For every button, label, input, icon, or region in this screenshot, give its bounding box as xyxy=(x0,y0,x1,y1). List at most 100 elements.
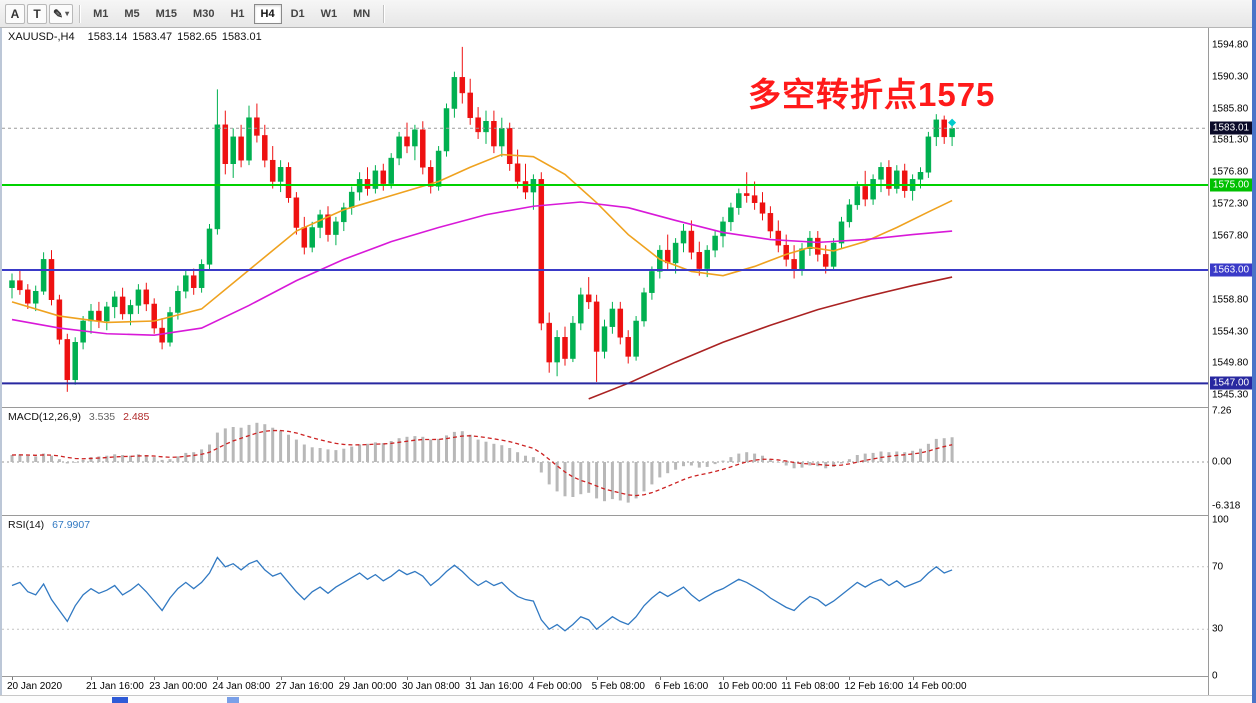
time-axis-label: 27 Jan 16:00 xyxy=(275,681,334,692)
ohlc-open: 1583.14 xyxy=(87,31,128,43)
rsi-line xyxy=(11,556,953,632)
price-badge-current-price: 1583.01 xyxy=(1210,121,1252,135)
macd-canvas[interactable] xyxy=(2,408,1208,515)
time-axis-tick xyxy=(470,677,472,680)
draw-tool[interactable]: ✎ ▾ xyxy=(49,3,74,24)
symbol-name: XAUUSD-,H4 xyxy=(8,31,75,43)
window-right-edge xyxy=(1252,0,1256,703)
price-scale-label: 1549.80 xyxy=(1212,357,1249,369)
price-badge-line-price: 1547.00 xyxy=(1210,376,1252,390)
time-axis-label: 10 Feb 00:00 xyxy=(718,681,777,692)
macd-label: MACD(12,26,9) xyxy=(8,411,81,423)
macd-value-signal: 2.485 xyxy=(123,411,150,423)
rsi-canvas[interactable] xyxy=(2,516,1208,676)
window-left-edge xyxy=(0,28,2,695)
timeframe-M30[interactable]: M30 xyxy=(186,4,221,24)
time-axis-label: 20 Jan 2020 xyxy=(7,681,63,692)
rsi-scale-label: 30 xyxy=(1212,623,1224,635)
symbol-header: XAUUSD-,H4 1583.14 1583.47 1582.65 1583.01 xyxy=(8,31,262,43)
time-axis-tick xyxy=(280,677,282,680)
timeframe-H4[interactable]: H4 xyxy=(253,3,282,24)
time-axis-label: 29 Jan 00:00 xyxy=(338,681,397,692)
price-badge-line-price: 1575.00 xyxy=(1210,178,1252,192)
price-scale-label: 1572.30 xyxy=(1212,198,1249,210)
timeframe-M15[interactable]: M15 xyxy=(149,4,184,24)
text-tool[interactable]: A xyxy=(5,3,25,24)
rsi-header: RSI(14) 67.9907 xyxy=(8,519,90,531)
macd-scale-label: -6.318 xyxy=(1212,500,1241,512)
timeframe-W1[interactable]: W1 xyxy=(314,4,345,24)
bottom-strip xyxy=(0,695,1256,703)
time-axis-label: 6 Feb 16:00 xyxy=(654,681,709,692)
drawing-tools-group: A T ✎ ▾ xyxy=(4,3,74,24)
macd-scale-label: 7.26 xyxy=(1212,405,1232,417)
panel-separator[interactable] xyxy=(2,407,1254,408)
taskbar-fragment xyxy=(227,697,239,703)
price-chart-canvas[interactable] xyxy=(2,28,1208,407)
time-axis-tick xyxy=(786,677,788,680)
taskbar-fragment xyxy=(112,697,128,703)
time-axis-tick xyxy=(596,677,598,680)
time-axis-label: 5 Feb 08:00 xyxy=(591,681,645,692)
chevron-down-icon: ▾ xyxy=(65,8,70,18)
panel-separator[interactable] xyxy=(2,515,1254,516)
price-scale-label: 1585.80 xyxy=(1212,103,1249,114)
price-scale-label: 1590.30 xyxy=(1212,71,1249,83)
ohlc-close: 1583.01 xyxy=(221,31,262,43)
cursor-tool[interactable]: T xyxy=(27,3,47,24)
ma-darkred[interactable] xyxy=(588,276,953,400)
time-axis-label: 21 Jan 16:00 xyxy=(86,681,144,692)
price-scale-label: 1545.30 xyxy=(1212,389,1249,401)
time-axis-tick xyxy=(659,677,661,680)
time-axis-label: 11 Feb 08:00 xyxy=(781,681,840,692)
price-scale-label: 1567.80 xyxy=(1212,230,1249,242)
timeframe-MN[interactable]: MN xyxy=(346,4,377,24)
macd-scale-label: 0.00 xyxy=(1212,456,1232,468)
time-axis-tick xyxy=(217,677,219,680)
panel-separator xyxy=(2,676,1254,677)
time-axis-label: 14 Feb 00:00 xyxy=(907,681,967,692)
ma-magenta[interactable] xyxy=(11,201,953,336)
toolbar-separator xyxy=(79,4,81,23)
time-axis-label: 24 Jan 08:00 xyxy=(212,681,271,692)
timeframe-D1[interactable]: D1 xyxy=(284,4,312,24)
macd-signal-line xyxy=(11,429,953,497)
rsi-label: RSI(14) xyxy=(8,519,45,531)
time-axis-label: 12 Feb 16:00 xyxy=(844,681,904,692)
timeframe-M1[interactable]: M1 xyxy=(86,4,115,24)
rsi-scale-label: 100 xyxy=(1212,514,1229,526)
price-chart-panel[interactable]: XAUUSD-,H4 1583.14 1583.47 1582.65 1583.01 多… xyxy=(2,28,1208,407)
price-scale-label: 1581.30 xyxy=(1212,134,1249,146)
macd-panel[interactable]: MACD(12,26,9) 3.535 2.485 xyxy=(2,408,1208,515)
timeframes-group: M1 M5 M15 M30 H1 H4 D1 W1 MN xyxy=(85,3,378,24)
ma-orange[interactable] xyxy=(11,153,953,324)
time-axis-tick xyxy=(91,677,92,680)
time-axis-tick xyxy=(533,677,535,680)
time-axis[interactable]: 20 Jan 2020 21 Jan 16:00 23 Jan 00:00 24 Ja… xyxy=(2,677,1208,695)
timeframe-M5[interactable]: M5 xyxy=(117,4,146,24)
rsi-value: 67.9907 xyxy=(52,519,91,531)
price-scale[interactable]: 1594.80 1590.30 1585.80 1581.30 1576.80 1572.… xyxy=(1208,28,1252,695)
ohlc-high: 1583.47 xyxy=(132,31,173,43)
time-axis-tick xyxy=(407,677,408,680)
macd-histogram xyxy=(10,422,954,503)
ohlc-low: 1582.65 xyxy=(177,31,217,43)
time-axis-tick xyxy=(343,677,345,680)
toolbar-separator xyxy=(383,4,385,23)
time-axis-tick xyxy=(154,677,156,680)
timeframe-H1[interactable]: H1 xyxy=(223,4,251,24)
rsi-scale-label: 0 xyxy=(1212,670,1218,682)
time-axis-tick xyxy=(723,677,724,680)
price-scale-label: 1576.80 xyxy=(1212,166,1249,178)
chart-annotation-text[interactable]: 多空转折点1575 xyxy=(748,76,996,113)
rsi-panel[interactable]: RSI(14) 67.9907 xyxy=(2,516,1208,676)
time-axis-tick xyxy=(12,677,13,680)
time-axis-label: 4 Feb 00:00 xyxy=(528,681,582,692)
time-axis-tick xyxy=(912,677,914,680)
toolbar: A T ✎ ▾ M1 M5 M15 M30 H1 H4 D1 W1 MN xyxy=(0,0,1256,28)
time-axis-label: 30 Jan 08:00 xyxy=(402,681,460,692)
price-marker[interactable] xyxy=(948,118,957,127)
macd-header: MACD(12,26,9) 3.535 2.485 xyxy=(8,411,149,423)
time-axis-label: 23 Jan 00:00 xyxy=(149,681,208,692)
